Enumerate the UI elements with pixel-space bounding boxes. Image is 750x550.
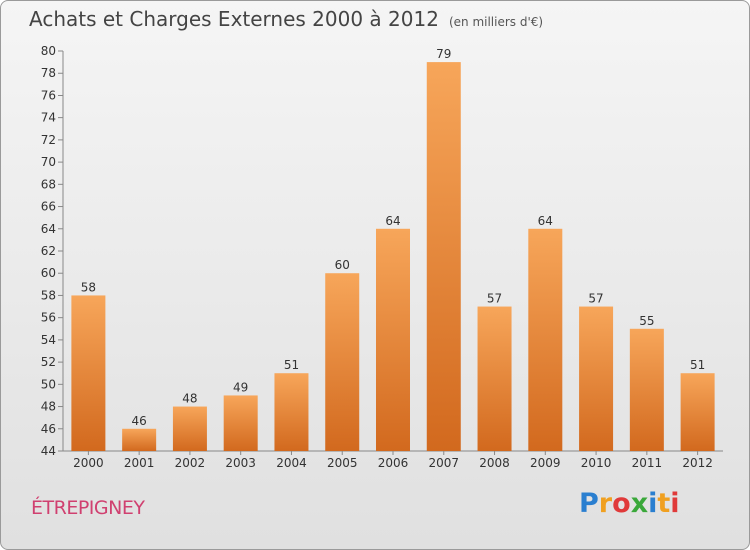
x-tick-label: 2001 [124,456,155,470]
y-tick-label: 46 [41,422,56,436]
logo-letter: P [579,488,599,519]
bar [325,273,360,451]
y-tick-label: 74 [41,111,56,125]
chart-subtitle: (en milliers d'€) [448,15,544,29]
bar [426,62,461,451]
bar [71,295,106,451]
data-label: 51 [284,358,299,372]
x-tick-label: 2011 [632,456,663,470]
title-text: Achats et Charges Externes 2000 à 2012 [29,7,439,31]
logo-letter: r [598,488,613,519]
x-tick-label: 2012 [682,456,713,470]
data-label: 55 [639,314,654,328]
logo-letter: i [670,488,680,519]
data-label: 57 [487,292,502,306]
data-label: 51 [690,358,705,372]
y-tick-label: 52 [41,355,56,369]
y-tick-label: 48 [41,400,56,414]
bar [122,428,157,451]
logo-letter: o [612,488,631,519]
x-tick-label: 2002 [175,456,206,470]
y-tick-label: 72 [41,133,56,147]
y-tick-label: 50 [41,377,56,391]
data-label: 64 [538,214,553,228]
y-tick-label: 54 [41,333,56,347]
x-tick-label: 2004 [276,456,307,470]
bar [172,406,207,451]
logo-letter: x [630,488,649,519]
y-tick-label: 64 [41,222,56,236]
bar [274,373,309,451]
data-label: 58 [81,280,96,294]
commune-name: ÉTREPIGNEY [31,497,145,519]
y-tick-label: 60 [41,266,56,280]
y-tick-label: 56 [41,311,56,325]
bar [376,228,410,451]
bar [223,395,258,451]
y-tick-label: 80 [41,44,56,58]
data-label: 48 [182,392,197,406]
data-label: 79 [436,47,451,61]
data-label: 57 [588,292,603,306]
logo-letter: t [657,488,671,519]
data-label: 46 [132,414,147,428]
x-tick-label: 2009 [530,456,561,470]
y-tick-label: 58 [41,288,56,302]
data-label: 49 [233,380,248,394]
data-label: 64 [385,214,400,228]
bar [629,328,664,451]
logo-letter: i [648,488,658,519]
data-label: 60 [335,258,350,272]
bar [528,228,563,451]
y-tick-label: 70 [41,155,56,169]
x-tick-label: 2007 [428,456,459,470]
y-tick-label: 62 [41,244,56,258]
x-tick-label: 2003 [225,456,256,470]
chart-title: Achats et Charges Externes 2000 à 2012 (e… [29,7,543,31]
y-tick-label: 68 [41,177,56,191]
bar [680,373,715,451]
bar [477,306,512,451]
x-tick-label: 2005 [327,456,358,470]
bar [579,306,614,451]
y-tick-label: 44 [41,444,56,458]
y-tick-label: 78 [41,66,56,80]
x-tick-label: 2006 [378,456,409,470]
x-tick-label: 2008 [479,456,510,470]
x-tick-label: 2010 [581,456,612,470]
proxiti-logo: Proxiti [579,488,680,519]
x-tick-label: 2000 [73,456,104,470]
y-tick-label: 76 [41,88,56,102]
y-tick-label: 66 [41,200,56,214]
